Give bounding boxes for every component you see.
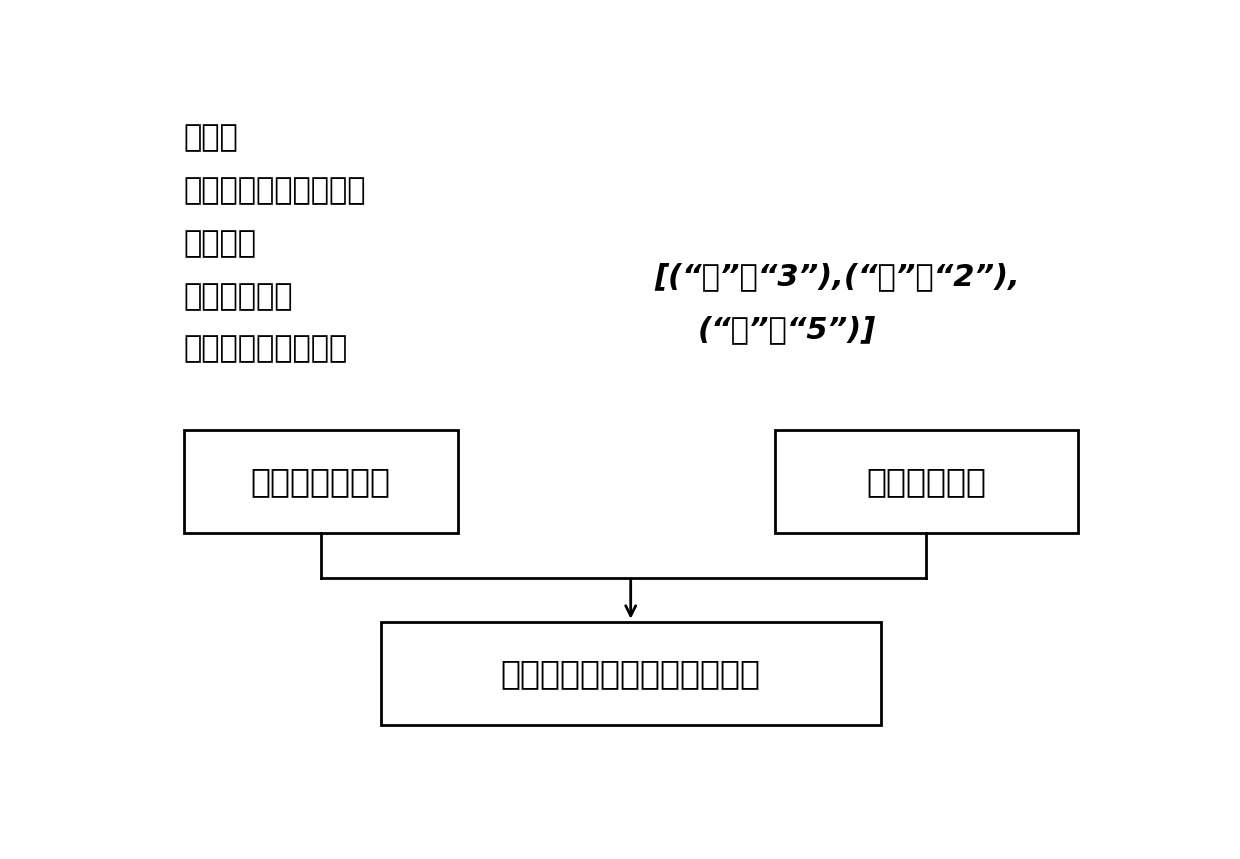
Text: 行唱词与音符的匹配结果序列: 行唱词与音符的匹配结果序列 <box>501 657 760 690</box>
Text: (“姐”，“5”)]: (“姐”，“5”)] <box>698 314 877 344</box>
Text: 董小姐: 董小姐 <box>184 123 238 152</box>
Text: 爱上一匹野马: 爱上一匹野马 <box>184 282 294 311</box>
Text: 可我的家里没有草原: 可我的家里没有草原 <box>184 335 348 363</box>
Text: 你才不是一个没有故事: 你才不是一个没有故事 <box>184 176 366 204</box>
Text: 行分割后的歌词: 行分割后的歌词 <box>250 466 391 498</box>
Bar <box>381 622 880 725</box>
Bar <box>184 430 458 533</box>
Bar <box>775 430 1078 533</box>
Text: 简谱识别结果: 简谱识别结果 <box>867 466 986 498</box>
Text: [(“董”，“3”),(“小”，“2”),: [(“董”，“3”),(“小”，“2”), <box>655 262 1021 291</box>
Text: 的女同学: 的女同学 <box>184 228 257 258</box>
